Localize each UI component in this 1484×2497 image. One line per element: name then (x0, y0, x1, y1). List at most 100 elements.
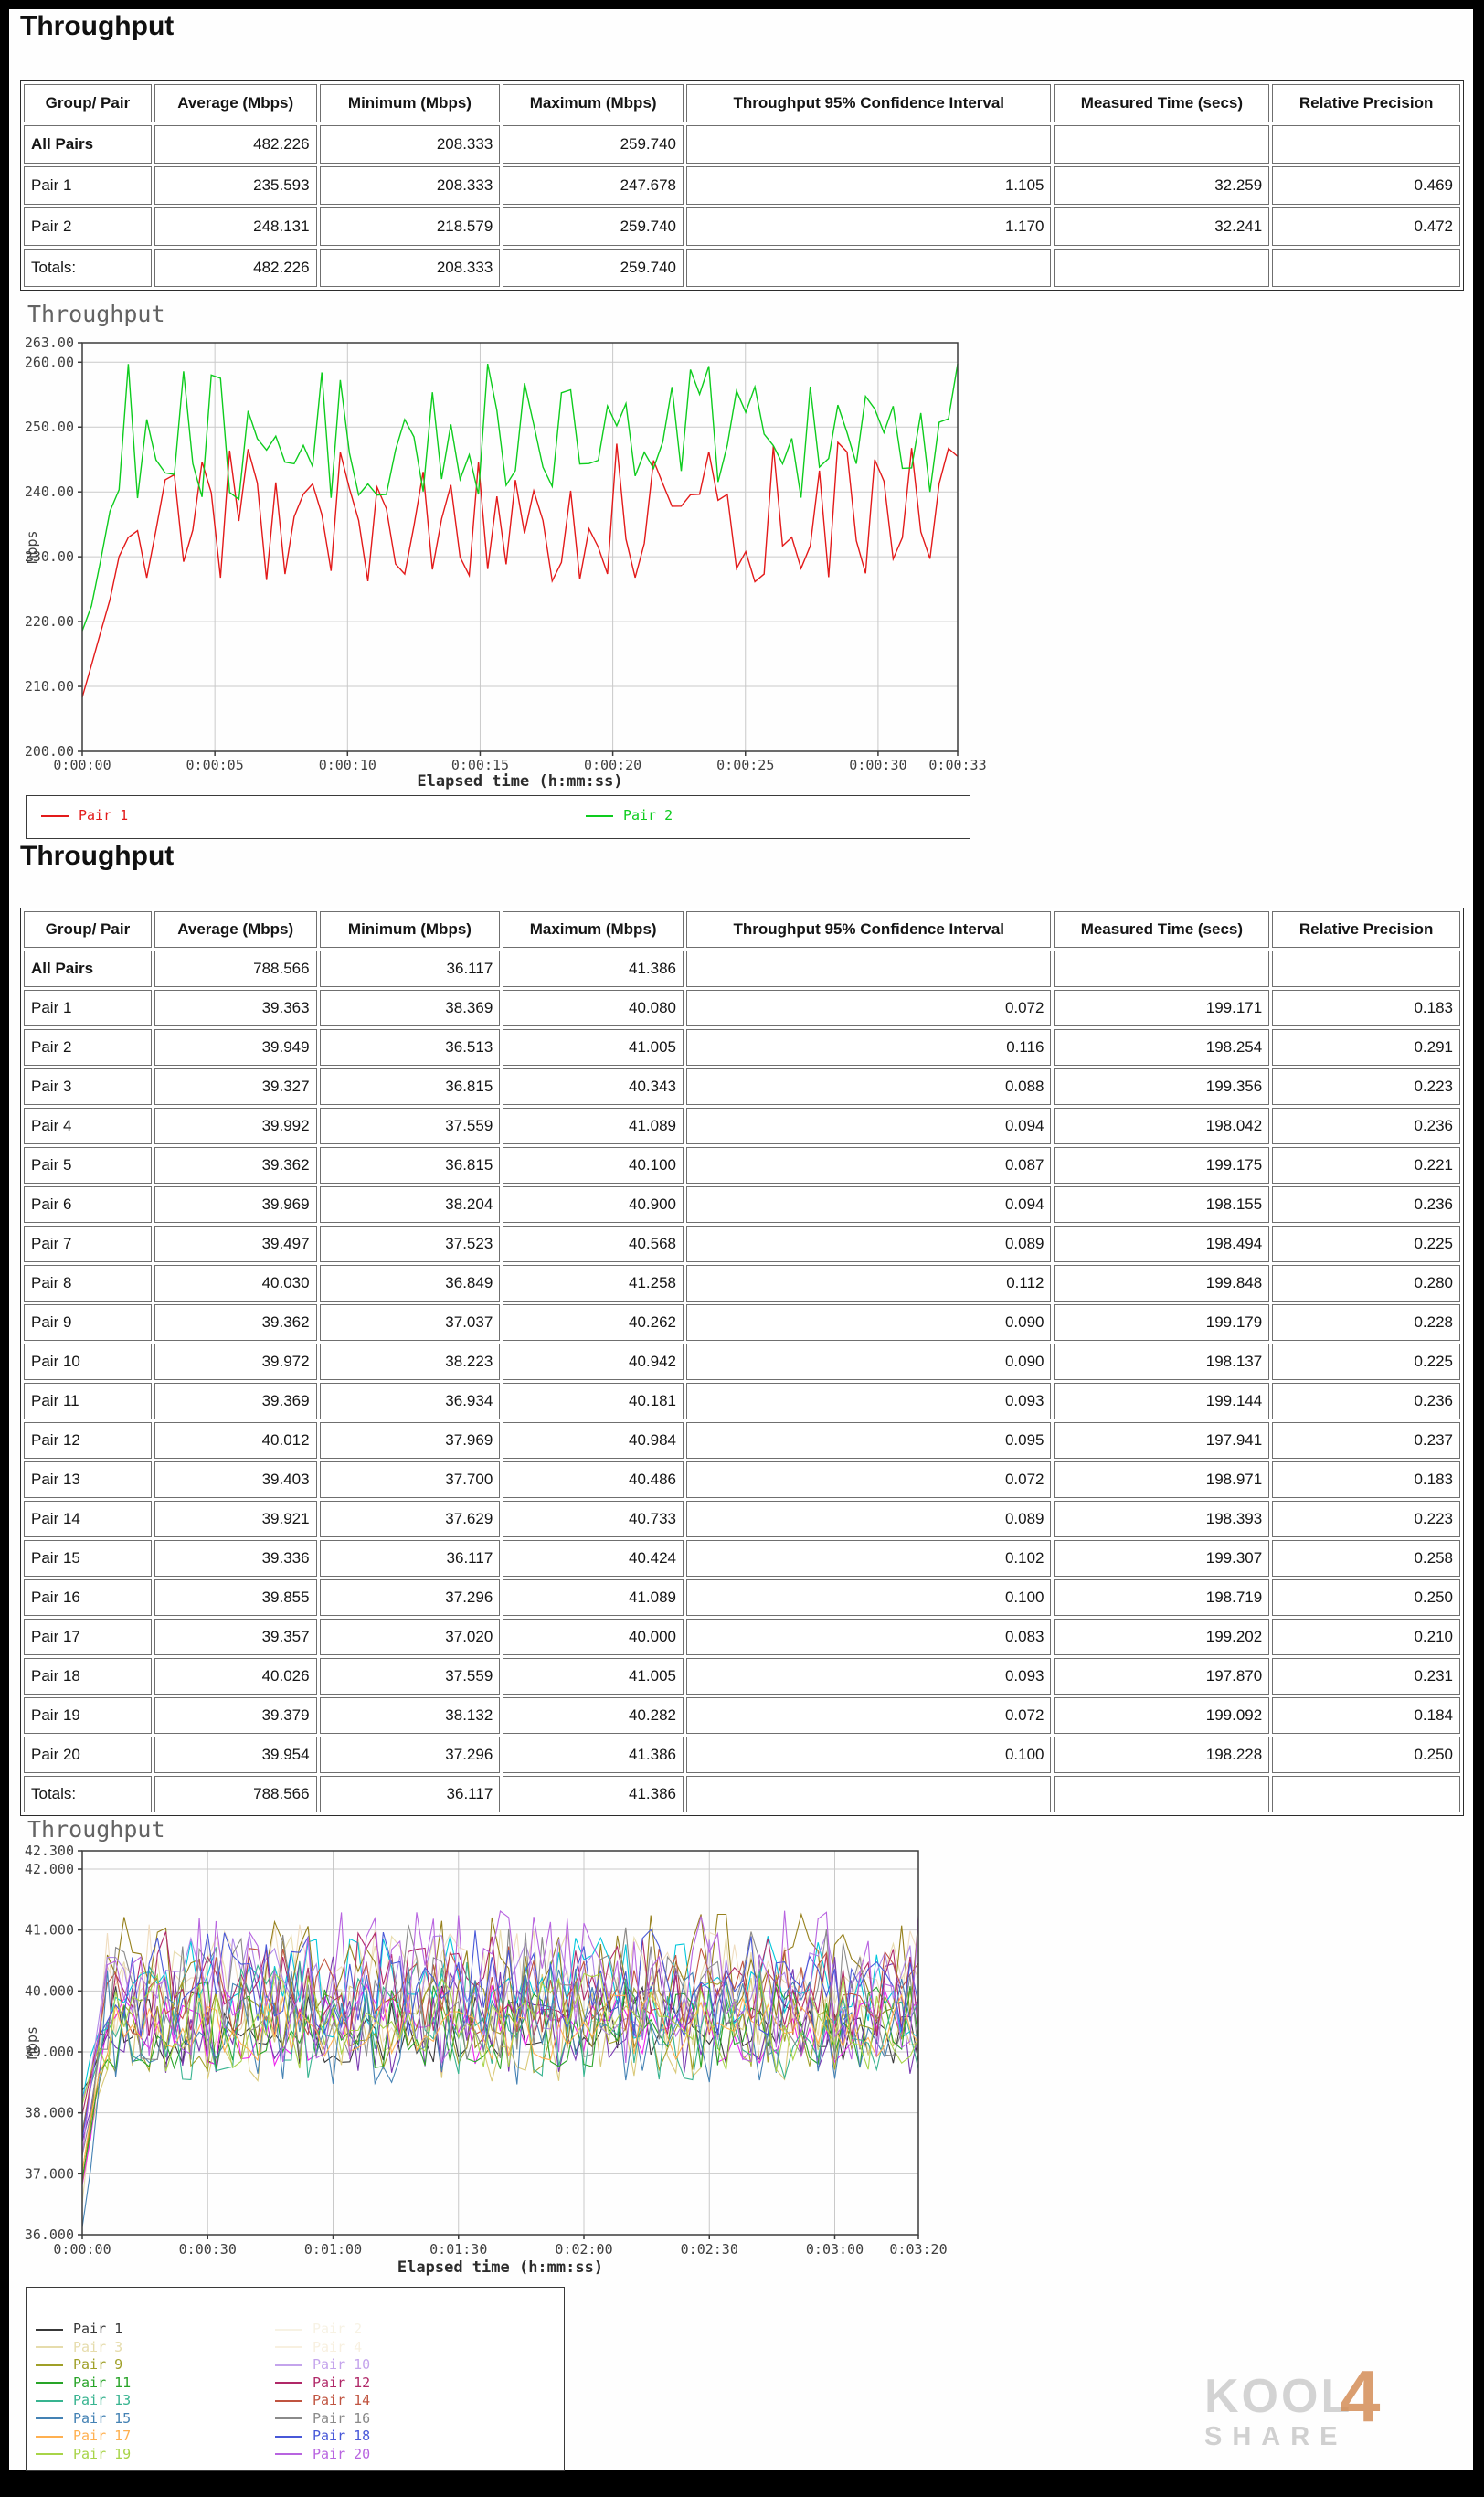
row-label-cell: Pair 2 (24, 1029, 152, 1066)
value-cell: 36.117 (319, 1776, 501, 1812)
value-cell: 40.012 (154, 1422, 317, 1459)
row-label-cell: Pair 6 (24, 1186, 152, 1223)
legend-label: Pair 19 (73, 2445, 132, 2462)
row-label-cell: Pair 3 (24, 1068, 152, 1105)
x-axis-label: Elapsed time (h:mm:ss) (398, 2258, 603, 2277)
row-label-cell: Pair 1 (24, 990, 152, 1026)
value-cell: 0.183 (1272, 1461, 1460, 1498)
series-line-pair-20 (81, 1910, 919, 2156)
x-tick-label: 0:02:30 (681, 2241, 738, 2258)
column-header: Relative Precision (1272, 911, 1460, 948)
series-line-pair-16 (81, 1924, 919, 2156)
legend-entry-pair-14: Pair 14 (275, 2392, 370, 2408)
value-cell: 0.090 (686, 1344, 1052, 1380)
row-label-cell: Pair 5 (24, 1147, 152, 1184)
watermark-word-1: KOOL (1204, 2370, 1353, 2423)
legend-entry-pair-17: Pair 17 (36, 2428, 131, 2444)
value-cell: 198.719 (1054, 1579, 1270, 1616)
value-cell: 208.333 (319, 166, 501, 205)
series-group (81, 363, 959, 698)
row-label-cell: Pair 15 (24, 1540, 152, 1577)
table-row: Totals: 482.226 208.333 259.740 (24, 249, 1460, 287)
legend-swatch (36, 2399, 63, 2402)
throughput-table-1-wrap: Group/ Pair Average (Mbps) Minimum (Mbps) M… (20, 80, 1464, 291)
legend-label: Pair 4 (313, 2338, 363, 2355)
row-label-cell: Pair 19 (24, 1697, 152, 1734)
column-header: Minimum (Mbps) (319, 84, 501, 122)
legend-entry-pair-18: Pair 18 (275, 2428, 370, 2444)
value-cell: 39.379 (154, 1697, 317, 1734)
section-2-title: Throughput (20, 841, 175, 871)
table-row: Pair 18 40.026 37.559 41.005 0.093 197.870 0.2… (24, 1658, 1460, 1695)
y-tick-label: 230.00 (25, 548, 74, 565)
x-tick-label: 0:01:30 (429, 2241, 487, 2258)
x-tick-label: 0:00:30 (849, 757, 906, 773)
value-cell: 37.523 (319, 1226, 501, 1262)
value-cell: 1.170 (686, 207, 1052, 246)
row-label-cell: Pair 11 (24, 1383, 152, 1419)
legend-swatch (36, 2346, 63, 2348)
value-cell: 0.183 (1272, 990, 1460, 1026)
value-cell (1054, 125, 1270, 164)
value-cell: 41.005 (503, 1029, 684, 1066)
x-tick-label: 0:00:25 (716, 757, 774, 773)
value-cell: 0.090 (686, 1304, 1052, 1341)
value-cell: 39.497 (154, 1226, 317, 1262)
row-label-cell: Pair 13 (24, 1461, 152, 1498)
value-cell: 0.087 (686, 1147, 1052, 1184)
value-cell: 37.296 (319, 1579, 501, 1616)
value-cell: 40.568 (503, 1226, 684, 1262)
legend-entry-pair-11: Pair 11 (36, 2375, 131, 2391)
legend-swatch (275, 2364, 302, 2366)
value-cell: 36.849 (319, 1265, 501, 1302)
value-cell: 0.250 (1272, 1579, 1460, 1616)
table-row: Totals: 788.566 36.117 41.386 (24, 1776, 1460, 1812)
value-cell: 0.225 (1272, 1344, 1460, 1380)
value-cell: 40.000 (503, 1619, 684, 1655)
throughput-table-2-wrap: Group/ Pair Average (Mbps) Minimum (Mbps) M… (20, 908, 1464, 1816)
row-label-cell: Totals: (24, 249, 152, 287)
value-cell: 197.941 (1054, 1422, 1270, 1459)
x-tick-label: 0:00:10 (319, 757, 376, 773)
value-cell: 36.815 (319, 1068, 501, 1105)
value-cell (1272, 125, 1460, 164)
value-cell: 40.100 (503, 1147, 684, 1184)
series-line-pair-19 (81, 1972, 919, 2106)
value-cell: 259.740 (503, 249, 684, 287)
value-cell: 199.848 (1054, 1265, 1270, 1302)
x-tick-label: 0:03:20 (889, 2241, 947, 2258)
value-cell: 39.327 (154, 1068, 317, 1105)
value-cell: 0.236 (1272, 1383, 1460, 1419)
value-cell: 0.100 (686, 1737, 1052, 1773)
value-cell: 0.258 (1272, 1540, 1460, 1577)
legend-entry-pair-15: Pair 15 (36, 2410, 131, 2427)
value-cell: 39.363 (154, 990, 317, 1026)
value-cell: 199.092 (1054, 1697, 1270, 1734)
x-tick-label: 0:00:20 (584, 757, 641, 773)
series-group (81, 1910, 919, 2228)
value-cell: 199.202 (1054, 1619, 1270, 1655)
value-cell: 40.282 (503, 1697, 684, 1734)
value-cell: 39.403 (154, 1461, 317, 1498)
value-cell: 0.089 (686, 1501, 1052, 1537)
legend-label: Pair 3 (73, 2338, 123, 2355)
value-cell: 0.237 (1272, 1422, 1460, 1459)
x-tick-label: 0:03:00 (806, 2241, 864, 2258)
value-cell: 0.250 (1272, 1737, 1460, 1773)
legend-entry-pair-13: Pair 13 (36, 2392, 131, 2408)
value-cell: 198.254 (1054, 1029, 1270, 1066)
value-cell: 38.223 (319, 1344, 501, 1380)
value-cell: 39.336 (154, 1540, 317, 1577)
row-label-cell: Pair 2 (24, 207, 152, 246)
value-cell: 0.280 (1272, 1265, 1460, 1302)
legend-swatch (41, 814, 69, 817)
value-cell: 208.333 (319, 125, 501, 164)
legend-entry-pair-2: Pair 2 (586, 807, 673, 823)
value-cell: 40.733 (503, 1501, 684, 1537)
series-line-pair-3 (81, 1970, 919, 2185)
value-cell: 41.089 (503, 1579, 684, 1616)
value-cell: 39.855 (154, 1579, 317, 1616)
series-line-pair-11 (81, 1981, 919, 2178)
table-row: All Pairs 788.566 36.117 41.386 (24, 951, 1460, 987)
